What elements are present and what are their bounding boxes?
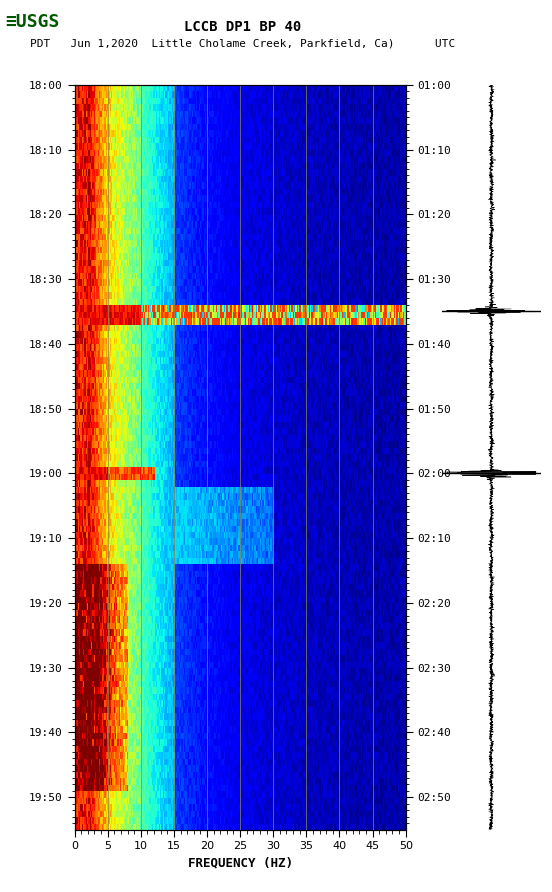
Text: ≡USGS: ≡USGS (6, 13, 60, 31)
Text: PDT   Jun 1,2020  Little Cholame Creek, Parkfield, Ca)      UTC: PDT Jun 1,2020 Little Cholame Creek, Par… (30, 38, 455, 48)
X-axis label: FREQUENCY (HZ): FREQUENCY (HZ) (188, 857, 293, 870)
Text: LCCB DP1 BP 40: LCCB DP1 BP 40 (184, 21, 301, 34)
